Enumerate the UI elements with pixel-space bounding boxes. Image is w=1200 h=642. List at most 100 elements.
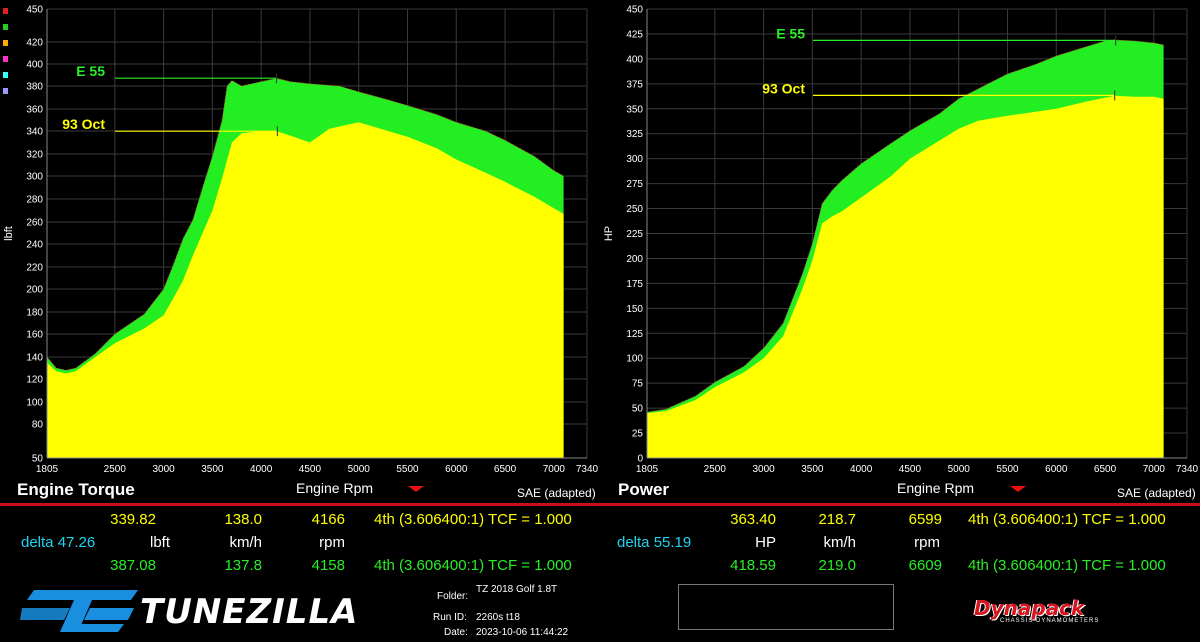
y-tick-label: 75 [632,379,644,390]
power-rpm-dropdown-icon[interactable] [1010,486,1026,492]
y-tick-label: 400 [26,60,43,71]
dynapack-logo-text: Dynapack [974,596,1085,620]
y-tick-label: 0 [637,454,643,465]
y-tick-label: 300 [26,172,43,183]
torque-chart: 450 420 400 380 360 340 320 300 280 260 240 220 200 1… [3,5,599,476]
power-speed-unit: km/h [823,534,856,551]
y-tick-label: 140 [26,353,43,364]
torque-unit: lbft [149,534,170,551]
notes-box[interactable] [678,584,894,630]
dynapack-tagline: CHASSIS DYNAMOMETERS [1000,618,1100,624]
y-tick-label: 425 [626,29,643,40]
x-tick-label: 5500 [996,464,1019,475]
x-tick-label: 6000 [445,464,468,475]
torque-standard-label: SAE (adapted) [517,486,596,500]
x-tick-label: 1805 [36,464,59,475]
torque-pane-title: Engine Torque [17,480,135,499]
y-tick-label: 25 [632,429,644,440]
x-tick-label: 4500 [899,464,922,475]
power-x-axis-label: Engine Rpm [897,480,975,496]
y-tick-label: 340 [26,127,43,138]
power-readout-b-gear: 4th (3.606400:1) TCF = 1.000 [968,557,1166,574]
y-tick-label: 450 [26,5,43,16]
power-readout-b-value: 418.59 [730,557,776,574]
series-line-e55 [646,39,1164,413]
x-tick-label: 5500 [396,464,419,475]
power-rpm-unit: rpm [914,534,940,551]
y-tick-label: 360 [26,105,43,116]
y-tick-label: 325 [626,129,643,140]
y-tick-label: 160 [26,330,43,341]
power-readout-a-value: 363.40 [730,511,776,528]
torque-rpm-dropdown-icon[interactable] [408,486,424,492]
x-tick-label: 5000 [948,464,971,475]
y-tick-label: 225 [626,229,643,240]
power-readout-a-speed: 218.7 [818,511,856,528]
legend-swatch [3,72,8,78]
y-tick-label: 50 [632,404,644,415]
x-tick-label: 6500 [1094,464,1117,475]
torque-readout-a-speed: 138.0 [224,511,262,528]
y-tick-label: 260 [26,218,43,229]
legend-swatch [3,40,8,46]
y-tick-label: 275 [626,179,643,190]
torque-marker-e55-label: E 55 [76,63,105,79]
torque-marker-93oct-label: 93 Oct [62,116,105,132]
series-line-e55 [46,77,564,371]
torque-readout-b-speed: 137.8 [224,557,262,574]
folder-label: Folder: [437,591,469,602]
power-unit: HP [755,534,776,551]
legend-swatch [3,8,8,14]
power-readout-b-rpm: 6609 [908,557,942,574]
torque-speed-unit: km/h [229,534,262,551]
x-tick-label: 7340 [576,464,599,475]
x-tick-label: 7000 [1143,464,1166,475]
power-readout-a-rpm: 6599 [908,511,942,528]
y-tick-label: 80 [32,420,44,431]
run-id-value: 2260s t18 [476,612,520,623]
y-tick-label: 450 [626,5,643,16]
y-tick-label: 200 [626,254,643,265]
torque-readout-b-value: 387.08 [110,557,156,574]
y-tick-label: 50 [32,454,44,465]
power-standard-label: SAE (adapted) [1117,486,1196,500]
date-value: 2023-10-06 11:44:22 [476,627,569,638]
y-tick-label: 180 [26,308,43,319]
x-tick-label: 4000 [250,464,273,475]
y-axis-label: lbft [3,226,15,241]
legend-swatch [3,24,8,30]
divider-line [0,503,1200,506]
power-delta: delta 55.19 [617,534,692,551]
torque-readout-a-gear: 4th (3.606400:1) TCF = 1.000 [374,511,572,528]
torque-readout-a-rpm: 4166 [311,511,345,528]
torque-rpm-unit: rpm [319,534,345,551]
x-tick-label: 7340 [1176,464,1199,475]
legend-swatch [3,88,8,94]
power-readout-a-gear: 4th (3.606400:1) TCF = 1.000 [968,511,1166,528]
y-tick-label: 300 [626,154,643,165]
y-tick-label: 250 [626,204,643,215]
y-axis-label: HP [603,226,615,241]
run-id-label: Run ID: [433,612,467,623]
torque-delta: delta 47.26 [21,534,96,551]
y-tick-label: 175 [626,279,643,290]
power-marker-93oct-label: 93 Oct [762,80,805,96]
y-tick-label: 220 [26,263,43,274]
y-tick-label: 420 [26,38,43,49]
x-tick-label: 4500 [299,464,322,475]
x-tick-label: 6500 [494,464,517,475]
torque-readout-b-rpm: 4158 [311,557,345,574]
y-tick-label: 100 [626,354,643,365]
folder-value: TZ 2018 Golf 1.8T [476,584,558,595]
dynapack-logo: Dynapack CHASSIS DYNAMOMETERS [974,596,1134,628]
y-tick-label: 200 [26,285,43,296]
x-tick-label: 2500 [104,464,127,475]
brand-name: TUNEZILLA [140,592,359,632]
y-tick-label: 125 [626,329,643,340]
y-tick-label: 280 [26,195,43,206]
torque-x-axis-label: Engine Rpm [296,480,374,496]
power-readout-b-speed: 219.0 [818,557,856,574]
power-marker-e55-label: E 55 [776,25,805,41]
x-tick-label: 6000 [1045,464,1068,475]
series-area-93oct [647,95,1164,459]
